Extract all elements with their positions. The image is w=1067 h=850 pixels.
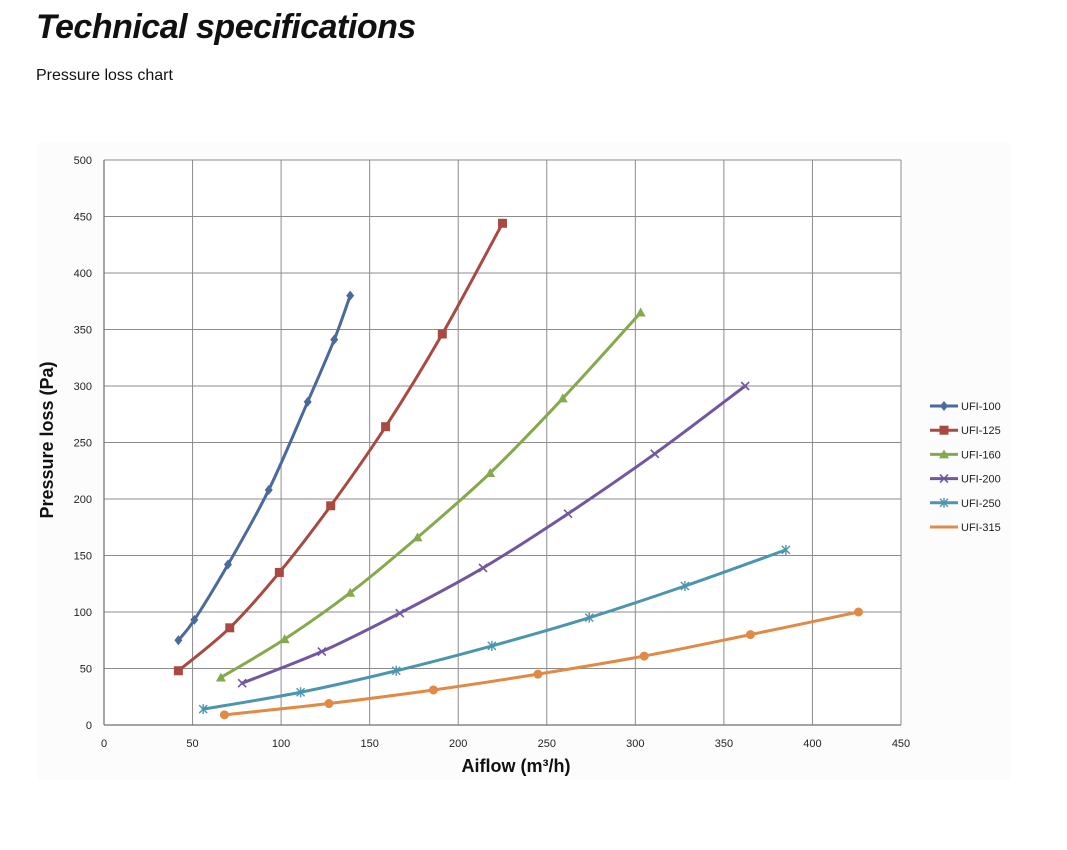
y-tick-label: 400 [74, 268, 92, 280]
legend-marker [939, 474, 949, 484]
data-point-ufi-100 [190, 614, 199, 625]
data-point-ufi-315 [533, 669, 543, 679]
data-point-ufi-250 [781, 544, 791, 555]
y-axis-label: Pressure loss (Pa) [37, 361, 57, 518]
data-point-ufi-160 [279, 634, 290, 644]
data-point-ufi-100 [223, 559, 232, 570]
data-point-ufi-100 [330, 334, 339, 345]
data-point-ufi-125 [274, 567, 284, 577]
y-tick-label: 350 [74, 325, 92, 337]
x-tick-label: 100 [272, 738, 290, 750]
series-ufi-200 [237, 381, 750, 688]
data-point-ufi-250 [198, 704, 208, 715]
data-point-ufi-200 [563, 509, 573, 519]
data-point-ufi-200 [237, 678, 247, 688]
data-point-ufi-100 [264, 484, 273, 495]
x-tick-label: 50 [186, 738, 198, 750]
legend-item-ufi-125: UFI-125 [930, 425, 1001, 437]
page-title: Technical specifications [36, 8, 416, 46]
tick-labels: 0 50 100 150 200 250 300 350 400 450 500 0 50 100 150 2… [74, 155, 911, 750]
legend-item-ufi-315: UFI-315 [930, 522, 1001, 534]
legend-marker [940, 401, 948, 411]
legend-label: UFI-250 [961, 498, 1001, 510]
series-layer [173, 218, 863, 720]
x-tick-label: 450 [892, 738, 910, 750]
data-point-ufi-125 [326, 501, 336, 511]
x-tick-label: 250 [538, 738, 556, 750]
data-point-ufi-125 [498, 218, 507, 228]
series-ufi-100 [174, 290, 355, 646]
x-tick-label: 0 [101, 738, 107, 750]
y-tick-label: 300 [74, 381, 92, 393]
y-tick-label: 150 [74, 551, 92, 563]
series-ufi-125 [173, 218, 507, 676]
data-point-ufi-160 [412, 532, 423, 542]
data-point-ufi-100 [346, 290, 355, 301]
legend-label: UFI-125 [961, 425, 1001, 437]
legend-label: UFI-160 [961, 449, 1001, 461]
y-tick-label: 50 [80, 664, 92, 676]
grid [103, 159, 902, 726]
x-tick-label: 200 [449, 738, 467, 750]
legend-label: UFI-100 [961, 401, 1001, 413]
x-axis-label: Aiflow (m³/h) [462, 756, 571, 776]
page-subtitle: Pressure loss chart [36, 67, 173, 84]
data-point-ufi-125 [225, 623, 235, 633]
data-point-ufi-160 [635, 307, 646, 317]
legend-label: UFI-315 [961, 522, 1001, 534]
data-point-ufi-315 [639, 651, 649, 661]
legend-item-ufi-200: UFI-200 [930, 474, 1001, 486]
y-tick-label: 200 [74, 494, 92, 506]
data-point-ufi-250 [487, 640, 497, 651]
series-ufi-160 [215, 307, 646, 682]
legend-item-ufi-100: UFI-100 [930, 401, 1001, 413]
data-point-ufi-200 [650, 449, 660, 459]
series-ufi-250 [198, 544, 791, 715]
data-point-ufi-200 [395, 608, 405, 618]
x-tick-label: 350 [715, 738, 733, 750]
data-point-ufi-315 [428, 685, 438, 695]
x-tick-label: 150 [360, 738, 378, 750]
data-point-ufi-315 [324, 699, 334, 709]
legend-marker [939, 449, 949, 459]
data-point-ufi-250 [680, 581, 690, 592]
data-point-ufi-160 [345, 587, 356, 597]
data-point-ufi-315 [745, 630, 755, 640]
data-point-ufi-315 [853, 607, 863, 617]
data-point-ufi-100 [174, 635, 183, 646]
data-point-ufi-250 [391, 665, 401, 676]
data-point-ufi-160 [485, 468, 496, 478]
series-ufi-315 [219, 607, 863, 720]
data-point-ufi-100 [303, 396, 312, 407]
data-point-ufi-250 [296, 687, 306, 698]
data-point-ufi-125 [381, 422, 391, 432]
x-tick-label: 300 [626, 738, 644, 750]
y-tick-label: 450 [74, 212, 92, 224]
data-point-ufi-315 [219, 710, 229, 720]
data-point-ufi-160 [557, 393, 568, 403]
data-point-ufi-125 [437, 329, 447, 339]
y-tick-label: 100 [74, 607, 92, 619]
legend-item-ufi-160: UFI-160 [930, 449, 1001, 461]
data-point-ufi-125 [173, 666, 183, 676]
y-tick-label: 0 [86, 720, 92, 732]
legend-label: UFI-200 [961, 474, 1001, 486]
legend-marker [939, 497, 949, 508]
legend: UFI-100 UFI-125 UFI-160 UFI-200 UFI-250 UFI-3… [930, 401, 1001, 534]
data-point-ufi-200 [317, 646, 327, 657]
x-tick-label: 400 [803, 738, 821, 750]
y-tick-label: 250 [74, 438, 92, 450]
legend-marker [939, 425, 949, 435]
data-point-ufi-200 [478, 563, 488, 573]
data-point-ufi-250 [584, 612, 594, 623]
data-point-ufi-160 [215, 672, 226, 682]
legend-item-ufi-250: UFI-250 [930, 498, 1001, 510]
y-tick-label: 500 [74, 155, 92, 167]
data-point-ufi-200 [740, 381, 750, 391]
